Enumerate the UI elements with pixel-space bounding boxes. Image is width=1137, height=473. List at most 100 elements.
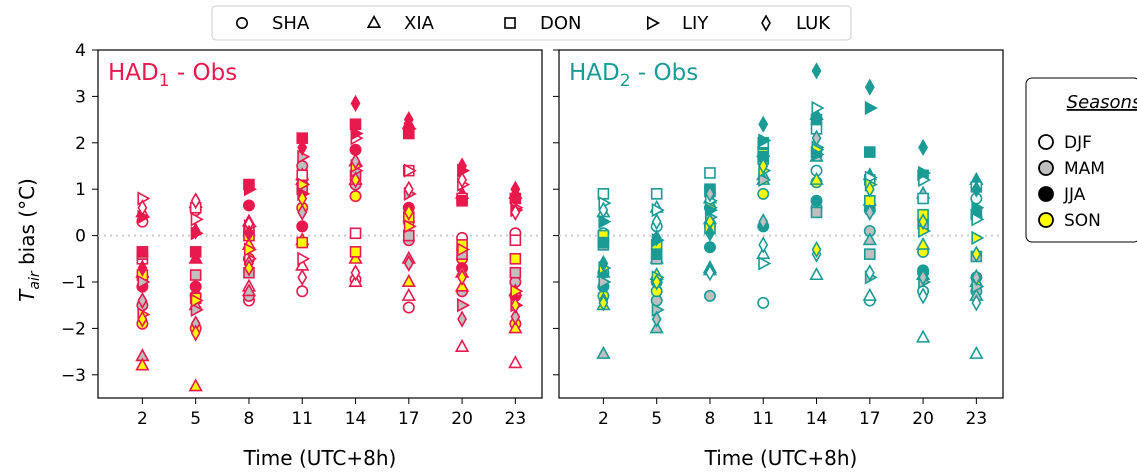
point-liy-jja-h17 — [864, 100, 878, 116]
legend-label-xia: XIA — [404, 13, 435, 34]
point-xia-son-h14 — [809, 171, 824, 185]
point-liy-son-h23 — [971, 230, 985, 246]
point-don-jja-h17 — [863, 146, 876, 158]
point-luk-son-h23 — [510, 296, 521, 314]
point-liy-son-h5 — [190, 293, 204, 308]
point-liy-son-h23 — [510, 284, 524, 299]
point-liy-jja-h20 — [918, 165, 932, 181]
x-axis-label: Time (UTC+8h) — [704, 446, 858, 470]
point-luk-mam-h23 — [510, 308, 521, 326]
season-label-jja: JJA — [1063, 185, 1086, 205]
point-luk-son-h23 — [971, 245, 982, 263]
point-don-djf-h20 — [917, 192, 929, 205]
point-luk-djf-h11 — [297, 268, 308, 286]
point-xia-djf-h20 — [454, 338, 470, 352]
point-don-jja-h5 — [650, 248, 663, 260]
point-liy-djf-h23 — [971, 212, 985, 227]
legend-label-liy: LIY — [682, 13, 709, 34]
legend-marker-luk — [761, 14, 771, 32]
point-luk-son-h17 — [403, 203, 414, 222]
point-xia-son-h2 — [135, 357, 150, 371]
point-sha-son-h11 — [757, 187, 770, 200]
panel-title-main: HAD — [108, 60, 159, 86]
y-tick-label: −1 — [61, 273, 86, 293]
point-don-djf-h8 — [704, 167, 716, 179]
season-label-son: SON — [1064, 211, 1101, 231]
point-don-djf-h23 — [509, 234, 522, 247]
legend-label-luk: LUK — [796, 13, 831, 34]
point-luk-djf-h23 — [510, 203, 521, 222]
panel-title-rest: - Obs — [631, 60, 699, 86]
y-axis-label-group: Tair bias (°C) — [15, 178, 43, 302]
point-luk-djf-h2 — [137, 199, 148, 217]
point-liy-djf-h5 — [651, 202, 665, 218]
season-legend-title: Seasons — [1067, 92, 1137, 113]
point-don-mam-h23 — [509, 266, 522, 279]
point-xia-mam-h17 — [862, 232, 877, 246]
point-sha-jja-h14 — [810, 194, 823, 207]
point-luk-mam-h20 — [457, 310, 468, 328]
point-don-jja-h2 — [136, 246, 149, 258]
point-luk-son-h20 — [457, 268, 468, 286]
season-marker-jja — [1038, 186, 1054, 202]
x-tick-label: 20 — [912, 409, 934, 429]
point-xia-mam-h2 — [596, 345, 611, 359]
panel-title: HAD1 - Obs — [108, 60, 237, 91]
y-axis-label-main: T — [15, 288, 39, 302]
point-luk-jja-h14 — [811, 62, 822, 80]
legend-label-don: DON — [540, 13, 582, 34]
point-luk-mam-h17 — [864, 203, 875, 222]
point-liy-djf-h11 — [297, 251, 311, 266]
x-tick-label: 17 — [398, 409, 420, 429]
point-luk-djf-h2 — [598, 201, 609, 219]
legend-marker-don — [504, 17, 516, 29]
y-tick-label: 4 — [75, 41, 86, 61]
point-sha-jja-h8 — [242, 199, 255, 212]
point-luk-son-h2 — [598, 294, 609, 312]
season-marker-mam — [1038, 160, 1054, 176]
point-don-mam-h17 — [863, 248, 876, 260]
point-liy-jja-h11 — [758, 133, 772, 148]
y-axis-label-sub: air — [27, 270, 43, 289]
point-luk-son-h14 — [811, 240, 822, 259]
point-xia-son-h5 — [188, 378, 203, 392]
point-luk-mam-h14 — [811, 129, 822, 147]
x-tick-label: 8 — [705, 409, 716, 429]
point-liy-mam-h11 — [758, 172, 772, 188]
point-luk-djf-h5 — [190, 192, 201, 210]
point-liy-jja-h2 — [598, 214, 612, 229]
point-luk-son-h14 — [350, 171, 361, 189]
point-xia-djf-h17 — [401, 287, 416, 301]
season-label-mam: MAM — [1064, 159, 1105, 179]
point-don-mam-h5 — [189, 269, 202, 281]
season-marker-son — [1038, 212, 1054, 228]
point-luk-jja-h17 — [403, 110, 414, 129]
panel-title-sub: 1 — [159, 71, 170, 91]
point-luk-mam-h8 — [705, 185, 715, 203]
x-tick-label: 14 — [806, 409, 828, 429]
x-tick-label: 20 — [451, 409, 473, 429]
point-luk-jja-h5 — [651, 229, 662, 247]
point-luk-jja-h11 — [297, 138, 308, 157]
x-tick-label: 8 — [244, 409, 255, 429]
point-liy-djf-h11 — [758, 256, 772, 271]
point-sha-jja-h11 — [296, 220, 309, 233]
point-luk-jja-h23 — [971, 180, 982, 198]
x-tick-label: 11 — [752, 409, 774, 429]
point-liy-mam-h2 — [137, 274, 151, 290]
y-tick-label: −2 — [61, 319, 86, 339]
legend-label-sha: SHA — [272, 13, 310, 34]
point-don-jja-h20 — [456, 195, 468, 207]
point-liy-son-h8 — [243, 242, 258, 257]
plot-area — [558, 49, 1004, 399]
y-tick-label: 0 — [75, 227, 86, 247]
x-tick-label: 23 — [966, 409, 988, 429]
point-sha-mam-h8 — [703, 289, 716, 302]
point-sha-son-h14 — [349, 190, 362, 203]
point-sha-jja-h5 — [189, 280, 202, 293]
point-luk-jja-h11 — [758, 115, 769, 133]
point-sha-jja-h8 — [703, 241, 716, 254]
point-don-jja-h5 — [189, 246, 202, 258]
